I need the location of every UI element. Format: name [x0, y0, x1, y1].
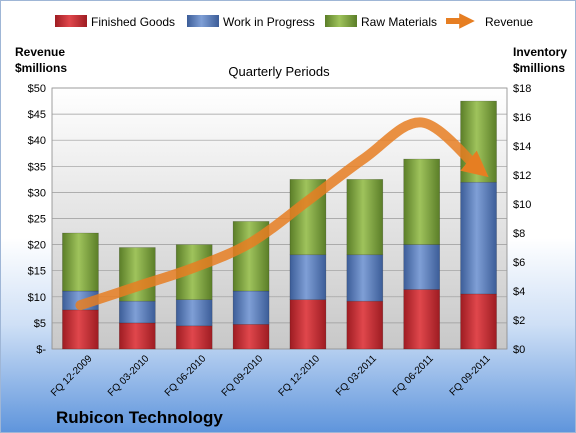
legend-label-finished-goods: Finished Goods	[91, 15, 175, 29]
right-axis-title-line1: Inventory	[513, 45, 567, 59]
legend-swatch-work-in-progress	[187, 15, 219, 27]
category-label: FQ 03-2010	[106, 353, 152, 399]
left-axis-ticks: $- $5 $10 $15 $20 $25 $30 $35 $40 $45 $50	[28, 83, 47, 356]
bar-work-in-progress	[119, 300, 156, 324]
category-label: FQ 12-2009	[49, 353, 95, 399]
left-tick-label: $5	[34, 318, 46, 330]
legend-swatch-finished-goods	[55, 15, 87, 27]
bar-finished-goods	[119, 322, 156, 350]
bar-finished-goods	[289, 299, 327, 350]
bar-finished-goods	[232, 324, 270, 350]
right-tick-label: $0	[513, 344, 525, 356]
chart-title: Quarterly Periods	[228, 64, 330, 79]
right-tick-label: $14	[513, 141, 531, 153]
category-label: FQ 09-2011	[448, 353, 493, 398]
bar-raw-materials	[346, 179, 384, 256]
category-label: FQ 06-2011	[391, 353, 436, 398]
left-tick-label: $15	[28, 266, 46, 278]
legend-label-work-in-progress: Work in Progress	[223, 15, 315, 29]
legend: Finished Goods Work in Progress Raw Mate…	[55, 13, 533, 29]
right-tick-label: $6	[513, 257, 525, 269]
bar-finished-goods	[175, 325, 213, 350]
left-tick-label: $50	[28, 83, 46, 95]
category-label: FQ 09-2010	[220, 353, 266, 399]
bar-work-in-progress	[460, 181, 497, 295]
category-label: FQ 03-2011	[334, 353, 379, 398]
bar-raw-materials	[119, 247, 156, 302]
left-tick-label: $35	[28, 161, 46, 173]
left-tick-label: $20	[28, 240, 46, 252]
left-tick-label: $40	[28, 135, 46, 147]
bar-work-in-progress	[289, 254, 327, 301]
left-tick-label: $-	[36, 344, 46, 356]
left-tick-label: $25	[28, 214, 46, 226]
category-label: FQ 06-2010	[163, 353, 209, 399]
bar-work-in-progress	[346, 254, 384, 302]
company-name: Rubicon Technology	[56, 408, 223, 427]
category-labels: FQ 12-2009 FQ 03-2010 FQ 06-2010 FQ 09-2010…	[49, 353, 493, 399]
right-axis-title-line2: $millions	[513, 61, 565, 75]
right-tick-label: $10	[513, 199, 531, 211]
legend-label-revenue: Revenue	[485, 15, 533, 29]
bar-raw-materials	[62, 232, 99, 292]
category-label: FQ 12-2010	[277, 353, 323, 399]
left-tick-label: $45	[28, 109, 46, 121]
right-tick-label: $16	[513, 112, 531, 124]
revenue-line	[75, 117, 489, 311]
left-axis-title-line1: Revenue	[15, 45, 65, 59]
bar-finished-goods	[403, 289, 440, 350]
bar-raw-materials	[403, 158, 440, 245]
right-tick-label: $2	[513, 315, 525, 327]
left-axis-title-line2: $millions	[15, 61, 67, 75]
bar-work-in-progress	[232, 290, 270, 325]
bar-finished-goods	[346, 300, 384, 350]
bar-group	[62, 100, 497, 350]
bar-work-in-progress	[403, 244, 440, 290]
left-tick-label: $30	[28, 187, 46, 199]
right-tick-label: $12	[513, 170, 531, 182]
bar-work-in-progress	[175, 299, 213, 327]
revenue-line-path	[75, 117, 489, 311]
right-tick-label: $18	[513, 83, 531, 95]
right-tick-label: $8	[513, 228, 525, 240]
legend-swatch-raw-materials	[325, 15, 357, 27]
left-tick-label: $10	[28, 292, 46, 304]
legend-label-raw-materials: Raw Materials	[361, 15, 437, 29]
right-axis-ticks: $0 $2 $4 $6 $8 $10 $12 $14 $16 $18	[513, 83, 531, 356]
bar-finished-goods	[460, 293, 497, 350]
right-tick-label: $4	[513, 286, 525, 298]
bar-finished-goods	[62, 309, 99, 350]
